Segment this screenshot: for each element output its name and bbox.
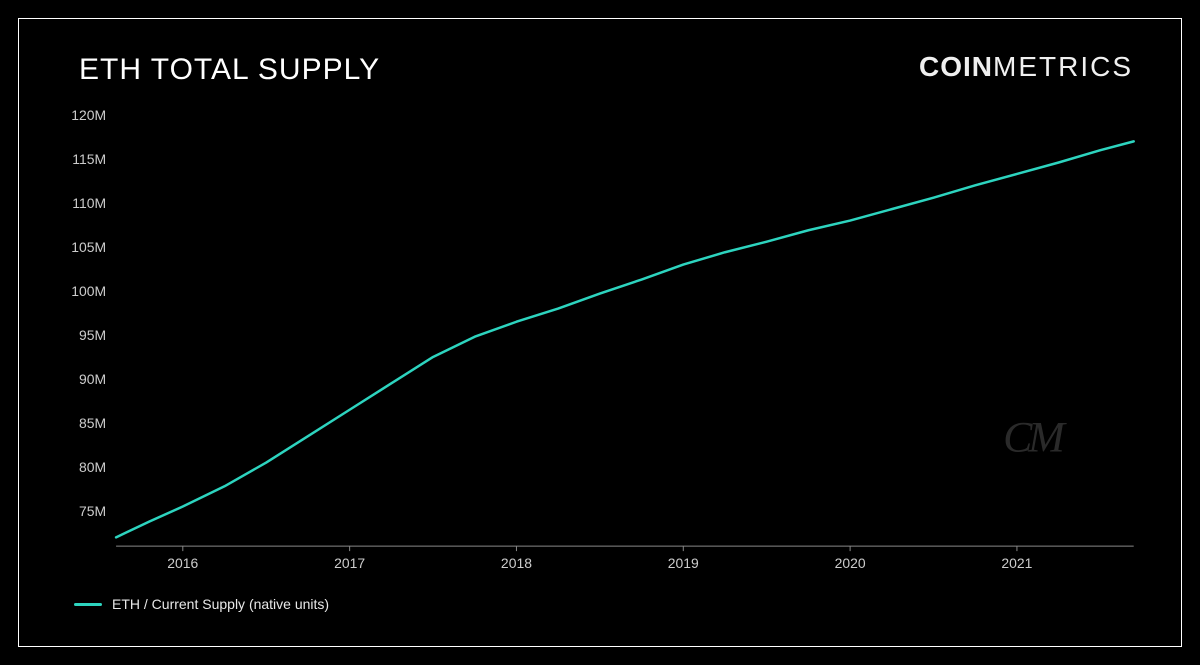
- svg-text:90M: 90M: [79, 371, 106, 387]
- svg-text:2017: 2017: [334, 555, 365, 571]
- svg-text:2020: 2020: [835, 555, 866, 571]
- brand-light: METRICS: [993, 51, 1133, 82]
- svg-text:80M: 80M: [79, 459, 106, 475]
- svg-text:120M: 120M: [71, 109, 106, 123]
- svg-text:115M: 115M: [72, 151, 106, 167]
- svg-text:100M: 100M: [71, 283, 106, 299]
- svg-text:CM: CM: [1003, 413, 1067, 461]
- svg-text:2019: 2019: [668, 555, 699, 571]
- svg-text:2021: 2021: [1001, 555, 1032, 571]
- svg-text:2016: 2016: [167, 555, 198, 571]
- chart-frame: ETH TOTAL SUPPLY COINMETRICS 75M 80M 85M 90…: [18, 18, 1182, 647]
- brand-logo: COINMETRICS: [919, 51, 1133, 83]
- brand-bold: COIN: [919, 51, 993, 82]
- svg-text:2018: 2018: [501, 555, 532, 571]
- line-chart-svg: 75M 80M 85M 90M 95M 100M 105M 110M 115M 120M 2016 2…: [59, 109, 1141, 576]
- svg-text:95M: 95M: [79, 327, 106, 343]
- chart-title: ETH TOTAL SUPPLY: [79, 53, 380, 87]
- svg-text:105M: 105M: [71, 239, 106, 255]
- legend-swatch: [74, 603, 102, 606]
- svg-text:110M: 110M: [72, 195, 106, 211]
- legend-label: ETH / Current Supply (native units): [112, 596, 329, 612]
- svg-text:75M: 75M: [79, 503, 106, 519]
- svg-text:85M: 85M: [79, 415, 106, 431]
- chart-area: 75M 80M 85M 90M 95M 100M 105M 110M 115M 120M 2016 2…: [59, 109, 1141, 576]
- legend: ETH / Current Supply (native units): [74, 596, 329, 612]
